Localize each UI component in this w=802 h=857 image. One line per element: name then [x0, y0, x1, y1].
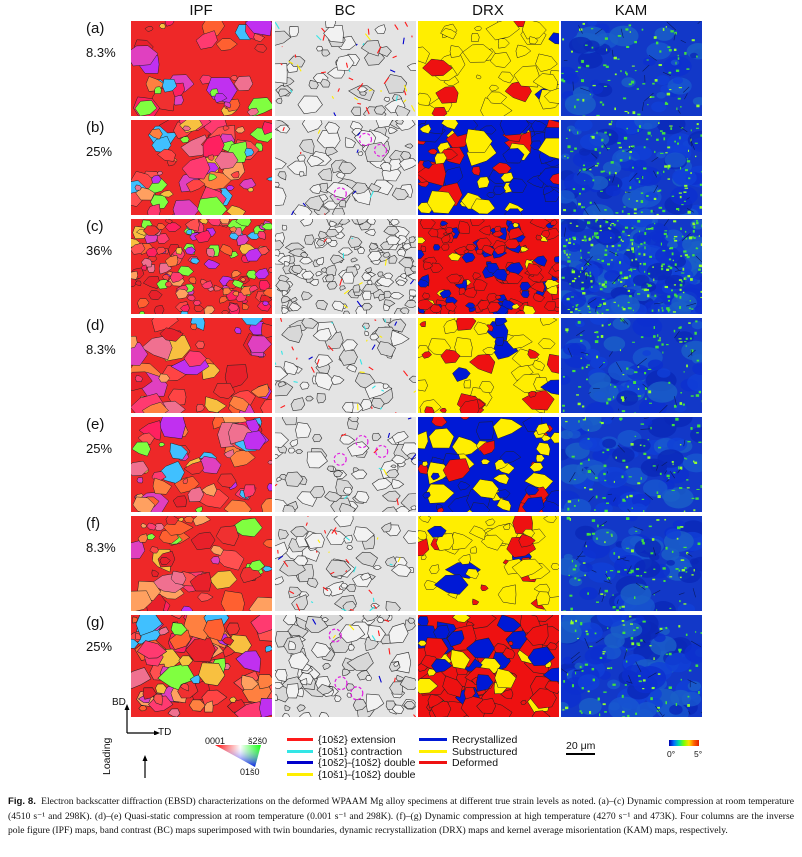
drx-map-f [418, 516, 559, 611]
row-label: (b) 25% [86, 119, 112, 161]
ipf-label-2110: š2š0 [248, 736, 268, 746]
bc-map-a [275, 21, 416, 116]
scale-bar [566, 753, 595, 755]
ipf-map-g [131, 615, 272, 717]
bc-map-f [275, 516, 416, 611]
ipf-color-triangle-icon [215, 745, 261, 767]
drx-legend-label: Deformed [452, 757, 499, 769]
kam-map-a [561, 21, 702, 116]
strain-label: 36% [86, 243, 113, 258]
td-axis-label: TD [158, 727, 172, 738]
panel-label: (b) [86, 119, 105, 136]
column-header-ipf: IPF [189, 2, 213, 19]
figure-caption: Fig. 8. Electron backscatter diffraction… [8, 795, 794, 839]
strain-label: 8.3% [86, 342, 116, 357]
ipf-map-a [131, 21, 272, 116]
drx-legend-swatch [419, 738, 447, 741]
drx-legend-label: Recrystallized [452, 734, 518, 746]
panel-label: (g) [86, 614, 105, 631]
column-header-kam: KAM [614, 2, 648, 19]
ipf-map-b [131, 120, 272, 215]
drx-legend-label: Substructured [452, 745, 518, 758]
twin-legend-swatch [287, 749, 313, 753]
drx-legend-swatch [419, 749, 447, 753]
kam-map-f [561, 516, 702, 611]
column-header-drx: DRX [472, 2, 504, 19]
column-header-bc: BC [334, 2, 356, 19]
figure-label: Fig. 8. [8, 796, 36, 807]
row-label: (f) 8.3% [86, 515, 116, 557]
twin-legend-swatch [287, 738, 313, 741]
kam-map-d [561, 318, 702, 413]
kam-color-scale [669, 740, 699, 746]
bd-axis-label: BD [112, 697, 126, 708]
row-label: (e) 25% [86, 416, 112, 458]
twin-legend-label: {10š2}-{10š2} double [318, 757, 416, 769]
kam-scale-max: 5° [694, 749, 703, 759]
bc-map-e [275, 417, 416, 512]
strain-label: 8.3% [86, 540, 116, 555]
twin-legend-label: {10š2} extension [318, 734, 396, 746]
drx-map-b [418, 120, 559, 215]
twin-legend-label: {10š1}-{10š2} double [318, 768, 416, 781]
kam-map-b [561, 120, 702, 215]
drx-map-a [418, 21, 559, 116]
panel-label: (c) [86, 218, 104, 235]
panel-label: (a) [86, 20, 105, 37]
panel-label: (e) [86, 416, 105, 433]
drx-map-e [418, 417, 559, 512]
strain-label: 25% [86, 441, 113, 456]
bc-map-b [275, 120, 416, 215]
drx-legend-swatch [419, 761, 447, 764]
ipf-label-0001: 0001 [205, 736, 226, 746]
drx-map-g [418, 615, 559, 717]
panel-label: (f) [86, 515, 101, 532]
ipf-map-c [131, 219, 272, 314]
ipf-map-e [131, 417, 272, 512]
twin-legend-swatch [287, 761, 313, 764]
row-label: (d) 8.3% [86, 317, 116, 359]
ipf-map-f [131, 516, 272, 611]
twin-legend-swatch [287, 772, 313, 776]
ipf-map-d [131, 318, 272, 413]
bc-map-g [275, 615, 416, 717]
kam-map-c [561, 219, 702, 314]
scale-bar-label: 20 μm [566, 740, 596, 752]
panel-label: (d) [86, 317, 105, 334]
row-label: (a) 8.3% [86, 20, 116, 62]
twin-legend-label: {10š1} contraction [318, 745, 403, 758]
row-label: (g) 25% [86, 614, 112, 656]
drx-map-c [418, 219, 559, 314]
bd-td-axes-icon [124, 704, 160, 735]
strain-label: 8.3% [86, 45, 116, 60]
kam-map-g [561, 615, 702, 717]
row-label: (c) 36% [86, 218, 112, 260]
strain-label: 25% [86, 639, 113, 654]
loading-arrow-icon [142, 755, 148, 778]
bc-map-d [275, 318, 416, 413]
kam-map-e [561, 417, 702, 512]
strain-label: 25% [86, 144, 113, 159]
ipf-label-0110: 01š0 [240, 767, 260, 777]
kam-scale-min: 0° [667, 749, 676, 759]
bc-map-c [275, 219, 416, 314]
loading-label: Loading [101, 737, 113, 775]
caption-text: Electron backscatter diffraction (EBSD) … [8, 796, 794, 836]
drx-map-d [418, 318, 559, 413]
